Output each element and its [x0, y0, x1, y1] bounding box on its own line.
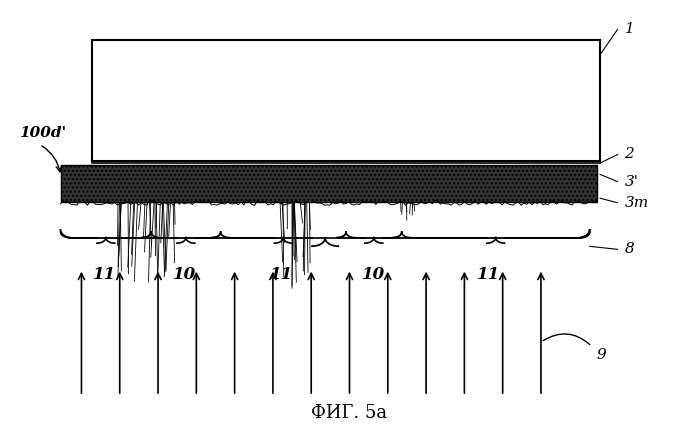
Text: 11: 11 [93, 266, 116, 283]
Text: 100d': 100d' [19, 126, 66, 140]
Text: ФИГ. 5а: ФИГ. 5а [312, 404, 387, 422]
Text: 11: 11 [271, 266, 294, 283]
Text: 10: 10 [361, 266, 384, 283]
Text: 11: 11 [477, 266, 500, 283]
Text: 1: 1 [624, 23, 634, 36]
Text: 10: 10 [173, 266, 196, 283]
Text: 2: 2 [624, 148, 634, 161]
Bar [61, 165, 597, 202]
Text: 9: 9 [597, 348, 607, 362]
Text: 8: 8 [624, 242, 634, 256]
Text: 3m: 3m [624, 196, 649, 210]
Text: 3': 3' [624, 174, 638, 189]
Bar [92, 40, 600, 161]
